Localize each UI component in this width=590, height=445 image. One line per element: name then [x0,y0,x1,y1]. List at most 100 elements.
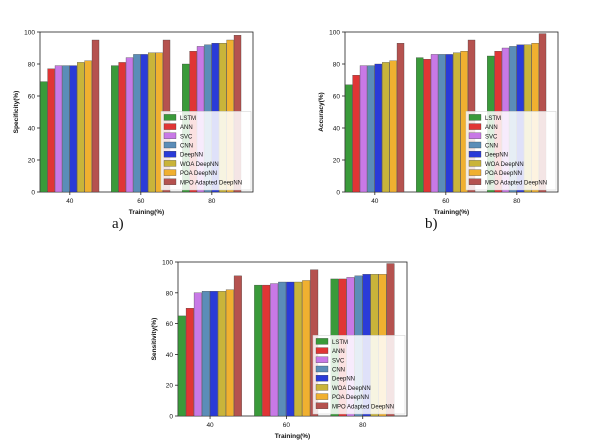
acc-y-tick-label: 100 [329,30,340,37]
acc-bar [367,65,375,193]
sens-x-tick-label: 60 [283,422,291,429]
spec-bar [133,54,141,193]
sens-bar [225,289,234,417]
sens-legend-swatch [315,347,329,354]
acc-bar [374,63,382,193]
spec-y-axis-label: Specificity(%) [13,91,20,134]
spec-legend-swatch [163,169,177,176]
sens-legend-entry: MPO Adapted DeepNN [332,404,394,410]
acc-legend-swatch [468,123,482,130]
spec-legend-entry: LSTM [180,116,196,122]
sens-bar [209,291,218,417]
spec-legend-swatch [163,141,177,149]
sens-y-tick-label: 100 [162,260,173,267]
spec-y-tick-label: 60 [28,94,36,101]
sens-legend-swatch [315,402,329,409]
acc-legend-entry: SVC [485,134,498,140]
sens-bar [294,281,303,417]
spec-legend-swatch [163,160,177,167]
acc-y-tick-label: 60 [333,94,341,101]
panel-label-a: a) [112,216,124,232]
acc-legend-swatch [468,178,482,185]
sens-x-axis-label: Training(%) [275,433,310,440]
acc-legend-entry: DeepNN [485,153,508,159]
acc-legend-swatch [468,114,482,121]
spec-legend-swatch [163,151,177,158]
acc-bar [345,84,353,193]
sens-y-axis-label: Sensitivity(%) [151,318,158,361]
acc-legend-swatch [468,132,482,139]
sens-bar [233,275,242,417]
sens-legend-swatch [315,384,329,391]
spec-y-tick-label: 100 [24,30,35,37]
acc-bar [382,62,390,193]
spec-y-tick-label: 0 [31,190,35,197]
sens-bar [193,292,202,417]
spec-bar [62,65,70,193]
spec-legend-entry: CNN [180,144,193,150]
acc-y-tick-label: 0 [336,190,340,197]
acc-x-tick-label: 40 [371,198,379,205]
spec-legend-entry: WOA DeepNN [180,162,219,168]
spec-y-tick-label: 20 [28,158,36,165]
spec-bar [118,62,126,193]
spec-legend-swatch [163,114,177,121]
acc-legend-swatch [468,141,482,149]
spec-x-tick-label: 80 [208,198,216,205]
sens-legend-entry: DeepNN [332,377,355,383]
spec-y-tick-label: 40 [28,126,36,133]
acc-bar [396,43,405,193]
spec-x-axis-label: Training(%) [129,209,164,216]
sens-bar [217,291,226,417]
sens-legend-entry: ANN [332,349,345,355]
sens-y-tick-label: 20 [166,383,174,390]
sens-bar [254,284,263,417]
acc-bar [352,75,360,193]
acc-y-tick-label: 20 [333,158,341,165]
sens-bar [201,291,210,417]
acc-bar [453,52,461,193]
spec-bar [47,68,55,193]
spec-bar [40,81,48,193]
sens-y-tick-label: 80 [166,290,174,297]
sens-bar [262,284,271,417]
acc-legend [465,111,557,191]
acc-x-tick-label: 80 [513,198,521,205]
spec-x-tick-label: 40 [66,198,74,205]
spec-legend-swatch [163,178,177,185]
acc-legend-entry: CNN [485,144,498,150]
sens-bar [270,283,279,417]
panel-label-b: b) [425,216,438,232]
acc-legend-entry: MPO Adapted DeepNN [485,180,547,186]
sens-legend-entry: LSTM [332,340,348,346]
spec-bar [84,60,92,193]
sens-legend-swatch [315,375,329,382]
sens-legend-swatch [315,365,329,373]
sens-legend-entry: POA DeepNN [332,395,369,401]
spec-bar [54,65,63,193]
acc-y-tick-label: 40 [333,126,341,133]
sens-bar [286,281,295,417]
sens-bar [185,308,194,417]
sens-y-tick-label: 60 [166,321,174,328]
acc-legend-entry: ANN [485,125,498,131]
sens-y-tick-label: 40 [166,352,174,359]
acc-bar [423,59,431,193]
spec-bar [69,65,77,193]
sens-bar [302,280,311,417]
spec-x-tick-label: 60 [137,198,145,205]
spec-bar [91,39,100,193]
sens-legend-swatch [315,338,329,345]
acc-x-tick-label: 60 [442,198,450,205]
acc-y-axis-label: Accuracy(%) [318,92,325,131]
spec-bar [125,57,134,193]
spec-bar [140,54,148,193]
sensitivity-chart: 0 20 40 60 80 100 40 60 80 Training(%) Sensitivity… [151,260,408,440]
spec-legend-entry: SVC [180,134,193,140]
sens-legend-entry: SVC [332,358,345,364]
spec-legend-entry: MPO Adapted DeepNN [180,180,242,186]
sens-bar [177,315,186,417]
acc-bar [445,54,453,193]
sens-legend-entry: WOA DeepNN [332,386,371,392]
spec-legend-swatch [163,123,177,130]
